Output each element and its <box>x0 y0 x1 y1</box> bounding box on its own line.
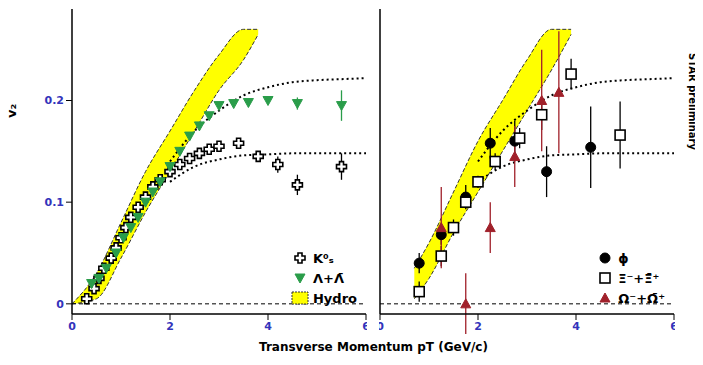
html-text:K⁰ₛ: K⁰ₛ <box>313 250 334 266</box>
svg-text:4: 4 <box>572 320 580 333</box>
html-text:Λ+Λ̄: Λ+Λ̄ <box>313 270 344 286</box>
svg-text:2: 2 <box>166 320 174 333</box>
svg-text:6: 6 <box>670 320 675 333</box>
svg-text:2: 2 <box>474 320 482 333</box>
svg-text:6: 6 <box>362 320 367 333</box>
html-text:ϕ: ϕ <box>618 250 629 266</box>
html-text:v₂: v₂ <box>4 103 19 118</box>
svg-text:0: 0 <box>379 320 384 333</box>
svg-text:0: 0 <box>68 320 76 333</box>
html-text:Transverse Momentum pT (GeV/c): Transverse Momentum pT (GeV/c) <box>259 340 488 354</box>
svg-text:0.2: 0.2 <box>45 94 65 107</box>
svg-text:0: 0 <box>56 298 64 311</box>
html-text:Ω⁻+Ω̄⁺: Ω⁻+Ω̄⁺ <box>618 290 665 306</box>
html-text:Hydro: Hydro <box>313 290 357 306</box>
svg-text:4: 4 <box>264 320 272 333</box>
html-text:STAR preliminary: STAR preliminary <box>687 53 698 151</box>
svg-text:0.1: 0.1 <box>45 196 65 209</box>
html-text:Ξ⁻+Ξ̄⁺: Ξ⁻+Ξ̄⁺ <box>618 270 660 286</box>
